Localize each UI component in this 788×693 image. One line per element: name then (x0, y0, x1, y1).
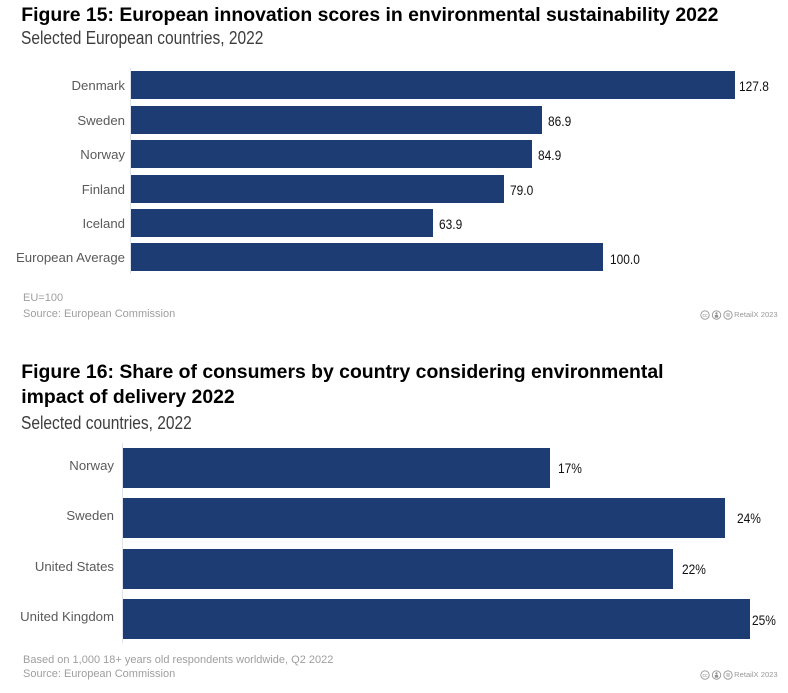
svg-text:cc: cc (703, 313, 709, 319)
svg-text:cc: cc (703, 673, 709, 679)
